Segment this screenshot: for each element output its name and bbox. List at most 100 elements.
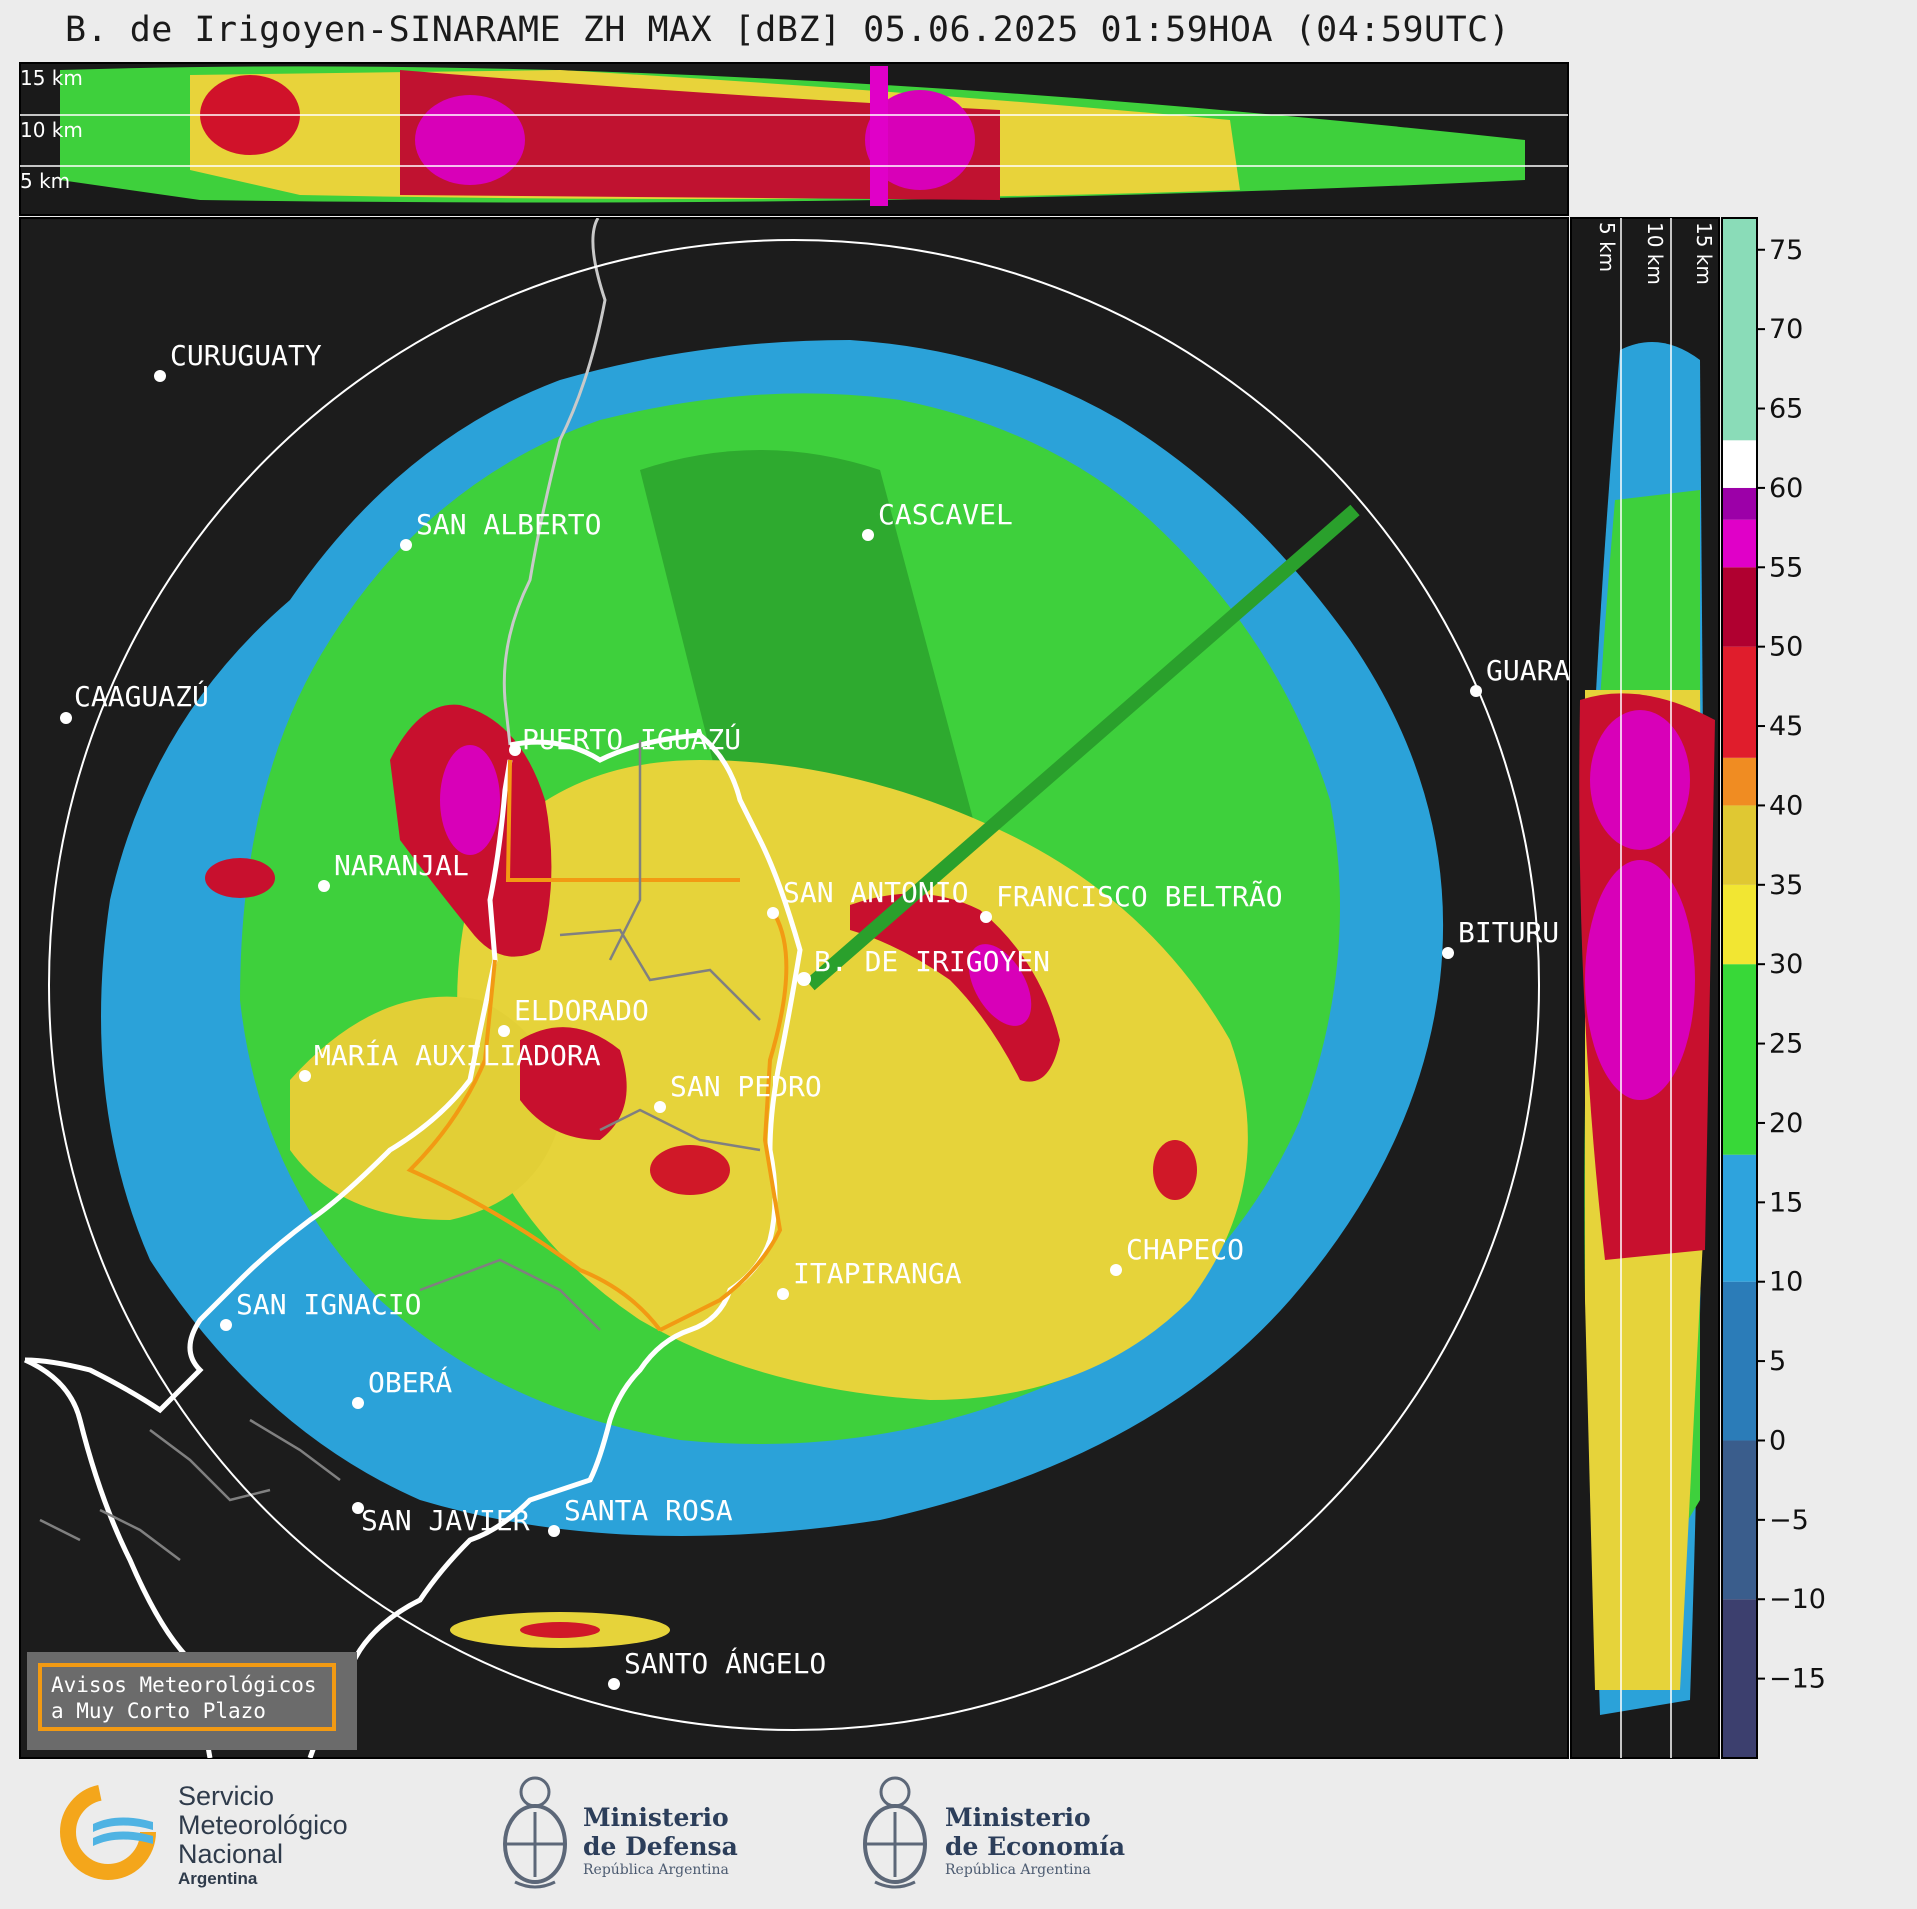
- coat-of-arms-economia-icon: [863, 1776, 927, 1889]
- side-profile-5km-label: 5 km: [1595, 222, 1619, 272]
- ministerio-defensa-text: Ministerio de Defensa República Argentin…: [583, 1803, 738, 1879]
- colorbar-swatch: [1722, 218, 1757, 441]
- city-dot: [318, 880, 330, 892]
- echo-yellow-field: [457, 760, 1248, 1400]
- colorbar-swatch: [1722, 519, 1757, 568]
- map-title: B. de Irigoyen-SINARAME ZH MAX [dBZ] 05.…: [65, 10, 1511, 50]
- colorbar-tick-label: 10: [1769, 1267, 1803, 1298]
- colorbar-tick-label: −10: [1769, 1584, 1826, 1615]
- economia-line-3: República Argentina: [945, 1862, 1091, 1878]
- city-dot: [654, 1101, 666, 1113]
- colorbar-tick-label: −15: [1769, 1664, 1826, 1695]
- colorbar-swatch: [1722, 646, 1757, 758]
- city-dot: [154, 370, 166, 382]
- smn-line-1: Servicio: [178, 1781, 275, 1811]
- side-profile-15km-label: 15 km: [1692, 222, 1716, 285]
- range-ring: [48, 239, 1540, 1731]
- cell-puerto-iguazu-core: [440, 745, 500, 855]
- department-grey-borders: [39, 740, 761, 1561]
- colorbar-swatch: [1722, 757, 1757, 806]
- misiones-white-border: [24, 759, 513, 1414]
- city-dot: [509, 744, 521, 756]
- city-label: SAN ALBERTO: [416, 508, 601, 541]
- colorbar-swatch: [1722, 487, 1757, 520]
- top-profile-5km-label: 5 km: [20, 169, 70, 193]
- city-dot: [498, 1025, 510, 1037]
- defensa-line-3: República Argentina: [583, 1862, 729, 1878]
- colorbar-tick-label: 60: [1769, 473, 1803, 504]
- city-label: CURUGUATY: [170, 339, 322, 372]
- smn-line-4: Argentina: [178, 1869, 258, 1888]
- city-dot: [777, 1288, 789, 1300]
- colorbar-swatch: [1722, 964, 1757, 1155]
- city-label: GUARA: [1486, 654, 1570, 687]
- colorbar-tick-label: 25: [1769, 1029, 1803, 1060]
- top-profile-10km-label: 10 km: [20, 118, 83, 142]
- colorbar-tick-label: 45: [1769, 711, 1803, 742]
- ministerio-economia-text: Ministerio de Economía República Argenti…: [945, 1803, 1125, 1879]
- colorbar-tick-label: 30: [1769, 949, 1803, 980]
- side-profile-core-b: [1585, 860, 1695, 1100]
- coat-of-arms-defensa-icon: [503, 1776, 567, 1889]
- warning-box-frame[interactable]: Avisos Meteorológicos a Muy Corto Plazo: [38, 1663, 336, 1731]
- colorbar-swatch: [1722, 1599, 1757, 1758]
- side-profile-core-a: [1590, 710, 1690, 850]
- colorbar-tick-label: 5: [1769, 1346, 1786, 1377]
- city-label: ELDORADO: [514, 994, 649, 1027]
- city-dot: [1442, 947, 1454, 959]
- city-dot: [400, 539, 412, 551]
- city-markers: CURUGUATY SAN ALBERTO CASCAVEL CAAGUAZÚ …: [60, 339, 1570, 1690]
- city-dot: [352, 1397, 364, 1409]
- colorbar-swatch: [1722, 884, 1757, 965]
- side-height-profile: 5 km 10 km 15 km: [1570, 217, 1720, 1759]
- colorbar-swatch: [1722, 1440, 1757, 1600]
- city-label: OBERÁ: [368, 1365, 452, 1399]
- cell-san-pedro: [650, 1145, 730, 1195]
- colorbar-tick-label: 15: [1769, 1187, 1803, 1218]
- colorbar-swatch: [1722, 805, 1757, 885]
- city-label: SAN ANTONIO: [783, 876, 968, 909]
- top-profile-echo-strong: [400, 70, 1000, 200]
- colorbar-swatch: [1722, 440, 1757, 488]
- radar-site-label: B. DE IRIGOYEN: [814, 945, 1050, 978]
- city-label: SAN PEDRO: [670, 1070, 822, 1103]
- city-label: SAN JAVIER: [361, 1504, 530, 1537]
- defensa-line-2: de Defensa: [583, 1832, 738, 1861]
- warning-line-1: Avisos Meteorológicos: [51, 1673, 317, 1697]
- economia-line-1: Ministerio: [945, 1803, 1091, 1832]
- cell-south-band-core: [520, 1622, 600, 1638]
- colorbar-tick-label: 75: [1769, 235, 1803, 266]
- city-label: SANTO ÁNGELO: [624, 1646, 826, 1680]
- smn-logo-icon: [60, 1784, 156, 1880]
- city-label: ITAPIRANGA: [793, 1257, 962, 1290]
- city-dot: [767, 907, 779, 919]
- city-label: BITURU: [1458, 916, 1559, 949]
- cell-eldorado: [520, 1027, 627, 1140]
- radar-site-marker: [797, 972, 811, 986]
- city-label: NARANJAL: [334, 849, 469, 882]
- colorbar-tick-label: 65: [1769, 394, 1803, 425]
- smn-logo-text: Servicio Meteorológico Nacional Argentin…: [178, 1782, 348, 1889]
- city-label: FRANCISCO BELTRÃO: [996, 880, 1283, 913]
- echo-sw-yellow: [290, 996, 560, 1220]
- colorbar-tick-label: 20: [1769, 1108, 1803, 1139]
- colorbar-swatch: [1722, 1154, 1757, 1282]
- colorbar-tick-label: −5: [1769, 1505, 1809, 1536]
- radar-ppi-panel: CURUGUATY SAN ALBERTO CASCAVEL CAAGUAZÚ …: [19, 217, 1570, 1759]
- colorbar-tick-label: 70: [1769, 314, 1803, 345]
- colorbar-tick-label: 40: [1769, 790, 1803, 821]
- top-profile-cell-a: [415, 95, 525, 185]
- top-profile-15km-label: 15 km: [20, 66, 83, 90]
- city-dot: [608, 1678, 620, 1690]
- top-height-profile: 15 km 10 km 5 km: [19, 62, 1569, 216]
- colorbar-tick-label: 0: [1769, 1425, 1786, 1456]
- colorbar-swatch: [1722, 1281, 1757, 1441]
- city-dot: [548, 1525, 560, 1537]
- warning-box[interactable]: Avisos Meteorológicos a Muy Corto Plazo: [27, 1652, 357, 1750]
- province-orange-border: [406, 759, 789, 1332]
- city-label: MARÍA AUXILIADORA: [314, 1038, 601, 1072]
- city-dot: [60, 712, 72, 724]
- city-label: SAN IGNACIO: [236, 1288, 421, 1321]
